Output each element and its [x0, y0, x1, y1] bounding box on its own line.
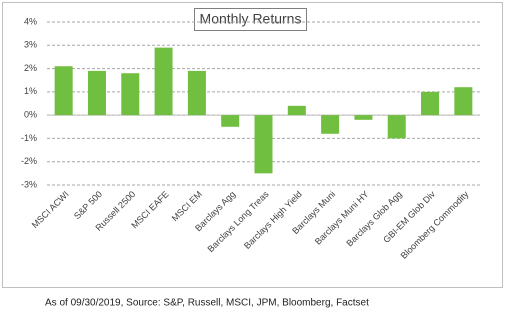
bar — [187, 70, 206, 116]
y-tick-label: -3% — [21, 179, 37, 189]
y-tick-label: -1% — [21, 133, 37, 143]
bar — [421, 91, 440, 116]
y-tick-label: 3% — [24, 40, 37, 50]
bar — [354, 115, 373, 120]
title-box — [194, 8, 307, 31]
bar — [454, 87, 473, 116]
y-tick-label: 1% — [24, 86, 37, 96]
bar — [221, 115, 240, 127]
bar — [54, 66, 73, 116]
y-tick-label: 0% — [24, 110, 37, 120]
bar — [154, 47, 173, 116]
bar — [321, 115, 340, 134]
y-tick-label: 4% — [24, 16, 37, 26]
chart-frame — [2, 2, 503, 288]
bar — [387, 115, 406, 139]
y-tick-label: 2% — [24, 63, 37, 73]
y-tick-label: -2% — [21, 156, 37, 166]
bar — [121, 73, 140, 116]
chart-title: Monthly Returns — [200, 11, 302, 27]
source-note: As of 09/30/2019, Source: S&P, Russell, … — [45, 298, 369, 309]
bar — [87, 70, 106, 116]
bar — [254, 115, 273, 174]
bar — [287, 105, 306, 116]
